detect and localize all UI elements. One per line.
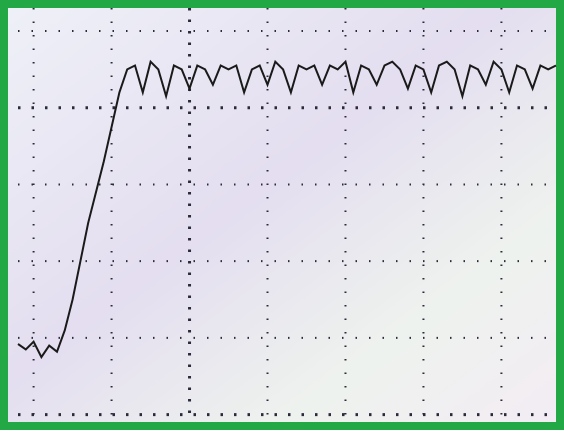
screen [8,8,556,422]
trace [17,59,557,360]
